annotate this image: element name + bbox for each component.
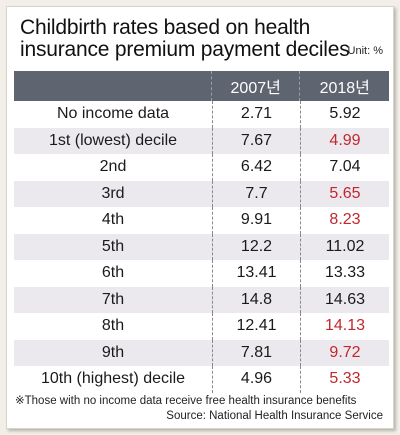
row-label: 7th xyxy=(101,290,125,308)
value-2018: 8.23 xyxy=(300,207,389,234)
table-row: 10th (highest) decile 4.96 5.33 xyxy=(14,366,389,393)
value-2018: 9.72 xyxy=(300,339,389,366)
row-label: No income data xyxy=(56,105,170,123)
value-2018: 5.65 xyxy=(300,180,389,207)
value-2007: 13.41 xyxy=(212,260,300,287)
table-body: No income data 2.71 5.92 1st (lowest) decil… xyxy=(14,101,389,393)
row-label: 3rd xyxy=(101,184,125,202)
value-2007: 4.96 xyxy=(212,366,300,393)
chart-title: Childbirth rates based on health insuran… xyxy=(20,16,350,61)
table-row: No income data 2.71 5.92 xyxy=(14,101,389,128)
table-row: 2nd 6.42 7.04 xyxy=(14,154,389,181)
value-2018: 5.92 xyxy=(300,101,389,128)
value-2007: 12.41 xyxy=(212,313,300,340)
value-2007: 7.81 xyxy=(212,339,300,366)
header-blank xyxy=(14,71,211,101)
value-2018: 4.99 xyxy=(300,127,389,154)
value-2007: 14.8 xyxy=(212,286,300,313)
table-row: 4th 9.91 8.23 xyxy=(14,207,389,234)
row-label: 4th xyxy=(101,211,125,229)
value-2007: 7.67 xyxy=(212,127,300,154)
unit-label: Unit: % xyxy=(347,45,383,57)
value-2018: 14.63 xyxy=(300,286,389,313)
table-row: 1st (lowest) decile 7.67 4.99 xyxy=(14,127,389,154)
value-2018: 11.02 xyxy=(300,233,389,260)
table-row: 3rd 7.7 5.65 xyxy=(14,180,389,207)
table-row: 5th 12.2 11.02 xyxy=(14,233,389,260)
row-label: 6th xyxy=(101,264,125,282)
row-label: 8th xyxy=(101,317,125,335)
value-2007: 7.7 xyxy=(212,180,300,207)
chart-card: Childbirth rates based on health insuran… xyxy=(6,6,394,429)
value-2018: 14.13 xyxy=(300,313,389,340)
table-header: 2007년 2018년 xyxy=(14,71,389,101)
row-label: 9th xyxy=(101,343,125,361)
row-label: 2nd xyxy=(99,158,127,176)
source-note: Source: National Health Insurance Servic… xyxy=(166,410,383,422)
value-2018: 13.33 xyxy=(300,260,389,287)
column-header-2007: 2007년 xyxy=(210,71,300,101)
table-row: 8th 12.41 14.13 xyxy=(14,313,389,340)
row-label: 10th (highest) decile xyxy=(40,370,186,388)
table-row: 7th 14.8 14.63 xyxy=(14,286,389,313)
table-row: 6th 13.41 13.33 xyxy=(14,260,389,287)
row-label: 5th xyxy=(101,237,125,255)
footnote: ※Those with no income data receive free … xyxy=(15,395,357,407)
value-2007: 2.71 xyxy=(212,101,300,128)
value-2007: 6.42 xyxy=(212,154,300,181)
value-2018: 5.33 xyxy=(300,366,389,393)
row-label: 1st (lowest) decile xyxy=(48,131,178,149)
value-2007: 12.2 xyxy=(212,233,300,260)
column-header-2018: 2018년 xyxy=(299,71,389,101)
table-row: 9th 7.81 9.72 xyxy=(14,339,389,366)
value-2018: 7.04 xyxy=(300,154,389,181)
value-2007: 9.91 xyxy=(212,207,300,234)
